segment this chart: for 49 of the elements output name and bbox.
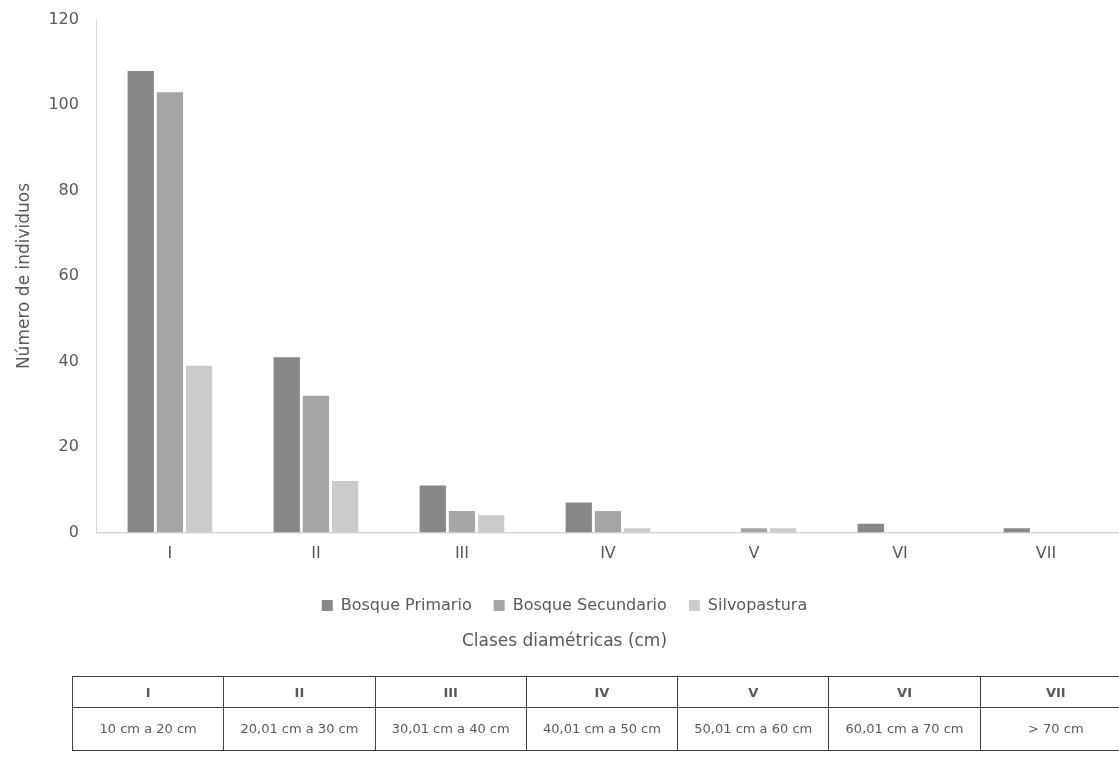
bar <box>186 365 213 533</box>
category-label: VI <box>897 684 912 700</box>
category-label: I <box>145 684 151 700</box>
bar <box>127 70 154 533</box>
bar <box>770 528 797 533</box>
bar <box>740 528 768 533</box>
text: 10 cm a 20 cm <box>72 707 224 751</box>
y-tick-label: 0 <box>68 521 79 541</box>
bar <box>156 92 184 533</box>
bar <box>565 502 592 533</box>
text: 30,01 cm a 40 cm <box>375 707 527 751</box>
y-tick-label: 120 <box>48 8 79 28</box>
text: 40,01 cm a 50 cm <box>526 707 678 751</box>
text: 60,01 cm a 70 cm <box>828 707 981 751</box>
bar <box>857 523 884 533</box>
x-axis-title: Clases diamétricas (cm) <box>461 630 668 651</box>
category-label: VII <box>1045 684 1066 700</box>
y-tick-label: 40 <box>58 350 79 370</box>
bar <box>1003 528 1030 533</box>
bar <box>302 395 330 533</box>
bar <box>332 481 359 533</box>
bar <box>419 485 446 533</box>
category-label: V <box>748 684 759 700</box>
y-tick-label: 80 <box>58 179 79 199</box>
x-tick-label: I <box>167 543 173 563</box>
bar <box>273 357 300 533</box>
y-tick-label: 60 <box>58 265 79 285</box>
x-tick-label: V <box>748 543 760 563</box>
legend-label: Bosque Primario <box>340 594 472 614</box>
text: 50,01 cm a 60 cm <box>677 707 829 751</box>
x-tick-label: IV <box>600 543 616 563</box>
x-tick-label: VI <box>892 543 908 563</box>
x-tick-label: III <box>454 543 470 563</box>
y-tick-label: 100 <box>48 94 79 114</box>
text: 20,01 cm a 30 cm <box>223 707 376 751</box>
bar <box>594 511 622 533</box>
text: > 70 cm <box>980 707 1119 751</box>
x-tick-label: VII <box>1035 543 1057 563</box>
bar <box>624 528 651 533</box>
y-axis-title: Número de individuos <box>12 182 33 370</box>
category-label: IV <box>594 684 610 700</box>
bar <box>448 511 476 533</box>
legend-label: Silvopastura <box>707 594 808 614</box>
category-label: III <box>443 684 458 700</box>
x-tick-label: II <box>311 543 321 563</box>
bar <box>478 515 505 533</box>
y-tick-label: 20 <box>58 436 79 456</box>
legend-label: Bosque Secundario <box>512 594 667 614</box>
category-label: II <box>294 684 305 700</box>
